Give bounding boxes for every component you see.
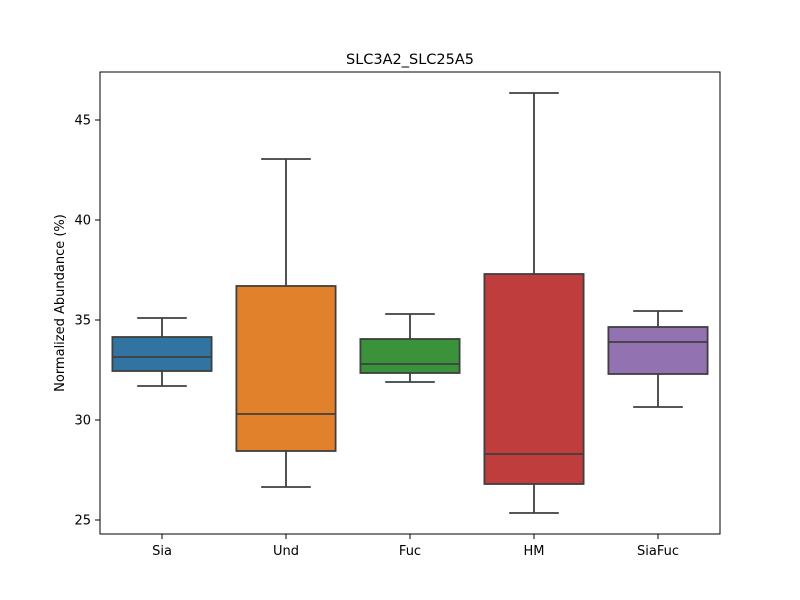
y-tick-label: 35 <box>74 314 91 329</box>
y-tick-label: 25 <box>74 514 91 529</box>
box-siafuc <box>607 310 709 408</box>
y-tick-label: 30 <box>74 414 91 429</box>
box-body <box>359 338 461 374</box>
box-sia <box>111 317 213 387</box>
y-tick-label: 45 <box>74 114 91 129</box>
chart-title: SLC3A2_SLC25A5 <box>346 52 474 68</box>
box-body <box>483 273 585 485</box>
x-tick-label: Und <box>273 544 299 559</box>
box-hm <box>483 92 585 514</box>
plot-area: 25 30 35 40 45 Sia Und Fuc HM SiaFuc <box>74 71 721 559</box>
box-body <box>111 336 213 372</box>
x-tick-label: Sia <box>152 544 172 559</box>
y-axis-label: Normalized Abundance (%) <box>53 214 68 392</box>
box-und <box>235 158 337 488</box>
box-body <box>607 326 709 375</box>
x-tick-label: Fuc <box>399 544 421 559</box>
box-fuc <box>359 313 461 383</box>
x-tick-label: HM <box>524 544 545 559</box>
y-tick-label: 40 <box>74 214 91 229</box>
box-body <box>235 285 337 452</box>
x-tick-label: SiaFuc <box>637 544 679 559</box>
